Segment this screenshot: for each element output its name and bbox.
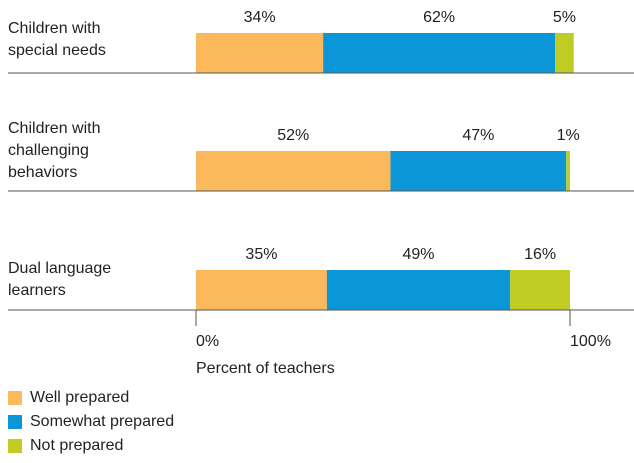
bar-segment [555, 33, 574, 73]
value-label: 62% [423, 9, 455, 26]
bar-segment [196, 33, 324, 73]
x-axis-label: Percent of teachers [196, 360, 335, 377]
legend-label: Not prepared [30, 437, 123, 454]
value-label: 47% [462, 127, 494, 144]
value-label: 5% [553, 9, 576, 26]
category-label: Children with special needs [8, 20, 106, 59]
legend-swatch [8, 439, 22, 453]
value-label: 49% [403, 246, 435, 263]
x-tick-label: 100% [570, 333, 611, 350]
category-label: Children with challenging behaviors [8, 120, 101, 181]
bar-segment [323, 33, 556, 73]
bar-segment [326, 270, 511, 310]
value-label: 52% [277, 127, 309, 144]
bar-segment [196, 151, 391, 191]
bar-segment [510, 270, 570, 310]
value-label: 34% [244, 9, 276, 26]
legend-swatch [8, 415, 22, 429]
legend-label: Well prepared [30, 389, 129, 406]
value-label: 1% [557, 127, 580, 144]
value-label: 16% [524, 246, 556, 263]
bar-segment [566, 151, 570, 191]
bar-segment [390, 151, 567, 191]
legend-label: Somewhat prepared [30, 413, 174, 430]
x-tick-label: 0% [196, 333, 219, 350]
bar-segment [196, 270, 327, 310]
value-label: 35% [245, 246, 277, 263]
category-label: Dual language learners [8, 260, 112, 299]
legend-swatch [8, 391, 22, 405]
